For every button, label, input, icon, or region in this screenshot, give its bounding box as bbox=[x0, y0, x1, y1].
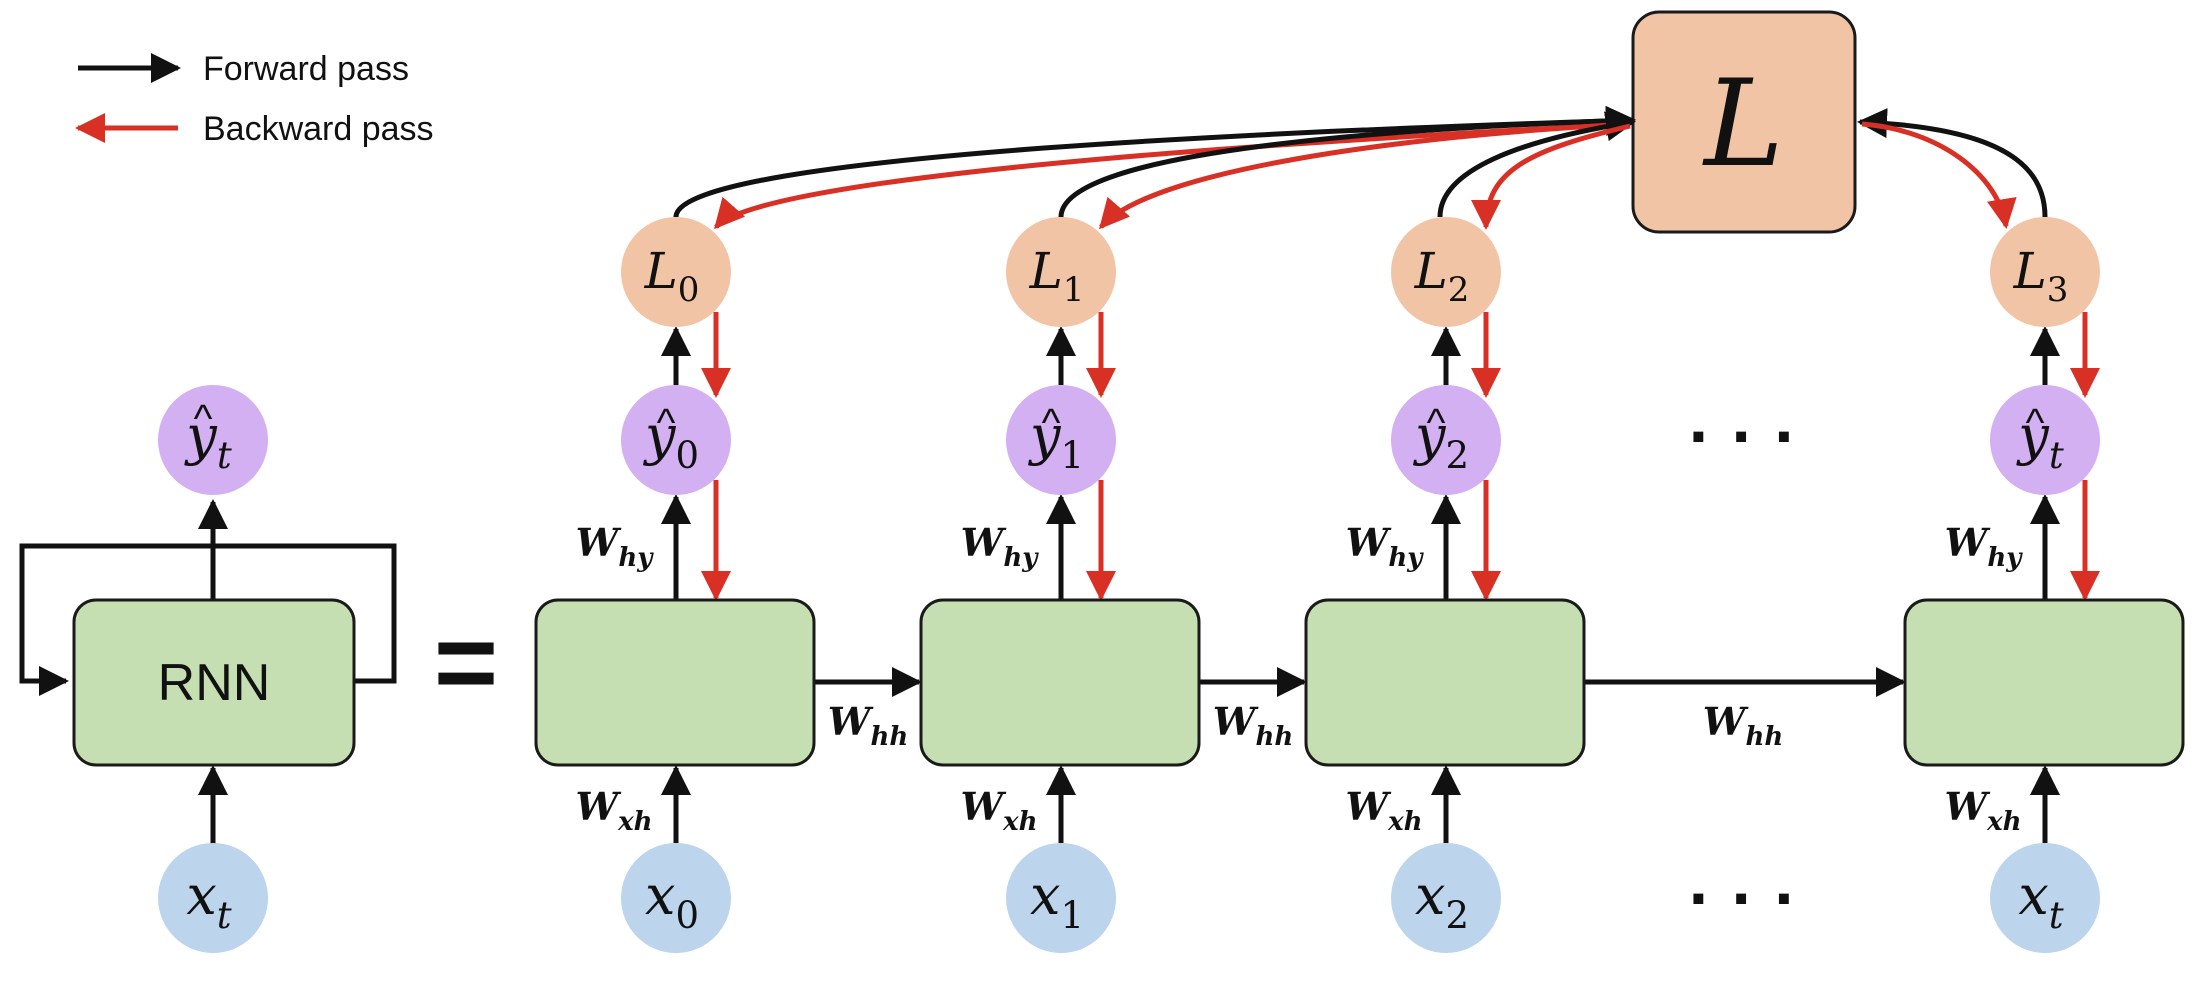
input-node-2 bbox=[1391, 843, 1501, 953]
forward-curve-3 bbox=[1857, 108, 2048, 218]
forward-curve-2 bbox=[1437, 111, 1636, 218]
rnn-cell-3 bbox=[1903, 598, 2185, 767]
loss-node-0 bbox=[621, 217, 731, 327]
forward-legend-label: Forward pass bbox=[203, 50, 409, 88]
output-label-0: y0 bbox=[643, 404, 699, 477]
folded-output-label: yt bbox=[184, 404, 232, 477]
input-node-1 bbox=[1006, 843, 1116, 953]
output-node-2 bbox=[1391, 385, 1501, 495]
rnn-cell-1 bbox=[919, 598, 1201, 767]
total-loss-label: L bbox=[1702, 55, 1784, 194]
folded-rnn: RNN xt yt^ bbox=[19, 385, 397, 953]
input-label-0: x0 bbox=[645, 864, 699, 937]
w-hy-label-1: Why bbox=[961, 520, 1040, 573]
output-label-2: y2 bbox=[1413, 404, 1469, 477]
output-hat-1: ^ bbox=[1042, 401, 1061, 445]
folded-output-node bbox=[158, 385, 268, 495]
output-label-1: y1 bbox=[1028, 404, 1084, 477]
folded-input-node bbox=[158, 843, 268, 953]
legend: Forward pass Backward pass bbox=[75, 50, 434, 148]
w-hh-label-1: Whh bbox=[1213, 699, 1294, 752]
loss-label-2: L2 bbox=[1414, 242, 1470, 310]
input-label-2: x2 bbox=[1415, 864, 1469, 937]
backward-curve-3 bbox=[1861, 121, 2017, 229]
arrows-layer bbox=[661, 105, 2100, 843]
w-hy-label-3: Why bbox=[1945, 520, 2024, 573]
backward-curve-1 bbox=[1099, 121, 1631, 230]
output-node-1 bbox=[1006, 385, 1116, 495]
input-node-3 bbox=[1990, 843, 2100, 953]
output-node-3 bbox=[1990, 385, 2100, 495]
w-hh-label-0: Whh bbox=[828, 699, 909, 752]
loss-label-3: L3 bbox=[2013, 242, 2069, 310]
w-xh-label-0: Wxh bbox=[575, 784, 652, 837]
rnn-cell-0 bbox=[534, 598, 816, 767]
rnn-cell-2 bbox=[1304, 598, 1586, 767]
w-hy-label-0: Why bbox=[576, 520, 655, 573]
output-hat-2: ^ bbox=[1427, 401, 1446, 445]
folded-input-label: xt bbox=[186, 864, 231, 937]
folded-output-hat: ^ bbox=[194, 397, 213, 441]
w-xh-label-2: Wxh bbox=[1345, 784, 1422, 837]
w-hy-label-2: Why bbox=[1346, 520, 1425, 573]
output-hat-0: ^ bbox=[657, 401, 676, 445]
output-hat-3: ^ bbox=[2026, 401, 2045, 445]
w-xh-label-3: Wxh bbox=[1944, 784, 2021, 837]
folded-rnn-cell bbox=[72, 598, 356, 767]
nodes-layer bbox=[534, 217, 2185, 953]
labels-layer: x0y0^L0WxhWhyx1y1^L1WxhWhyx2y2^L2WxhWhyx… bbox=[575, 242, 2068, 937]
output-label-3: yt bbox=[2016, 404, 2064, 477]
folded-recurrent-loop bbox=[19, 543, 397, 696]
w-xh-label-1: Wxh bbox=[960, 784, 1037, 837]
backward-legend-label: Backward pass bbox=[203, 110, 434, 148]
input-label-3: xt bbox=[2018, 864, 2063, 937]
loss-label-1: L1 bbox=[1029, 242, 1085, 310]
input-label-1: x1 bbox=[1030, 864, 1084, 937]
ellipsis-outputs: · · · bbox=[1689, 397, 1798, 475]
input-node-0 bbox=[621, 843, 731, 953]
backward-curve-2 bbox=[1471, 123, 1631, 230]
loss-label-0: L0 bbox=[644, 242, 700, 310]
folded-rnn-label: RNN bbox=[158, 654, 271, 712]
total-loss: L bbox=[1631, 10, 1857, 234]
output-node-0 bbox=[621, 385, 731, 495]
forward-curve-1 bbox=[1058, 105, 1636, 218]
loss-node-3 bbox=[1990, 217, 2100, 327]
w-hh-label-2: Whh bbox=[1703, 699, 1784, 752]
equals-sign: = bbox=[434, 601, 498, 724]
loss-node-2 bbox=[1391, 217, 1501, 327]
loss-node-1 bbox=[1006, 217, 1116, 327]
ellipsis-inputs: · · · bbox=[1689, 859, 1798, 937]
